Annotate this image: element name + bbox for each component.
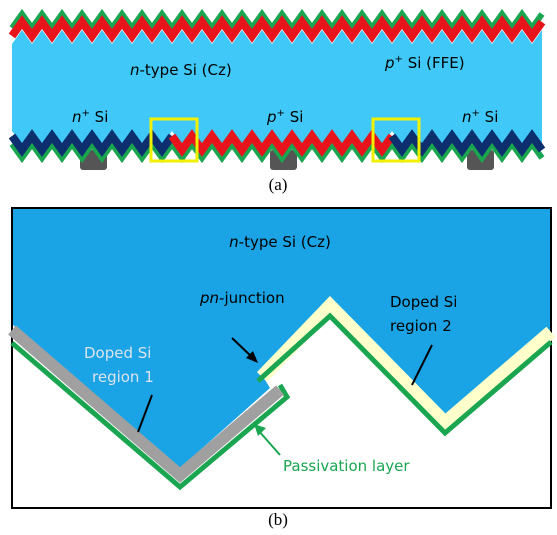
n-plus-label: n+ Si	[72, 108, 108, 126]
passivation-label: Passivation layer	[283, 457, 410, 475]
bulk-label: n-type Si (Cz)	[229, 233, 331, 251]
panel-a-layers	[12, 14, 542, 170]
caption: (b)	[268, 510, 288, 529]
junction-label: pn-junction	[199, 289, 285, 307]
bulk-label: n-type Si (Cz)	[130, 61, 232, 79]
bulk	[12, 30, 542, 145]
caption: (a)	[269, 175, 288, 194]
n-plus-label: n+ Si	[462, 108, 498, 126]
p-plus-label: p+ Si	[266, 108, 303, 126]
diagram: n-type Si (Cz) p+ Si (FFE) n+ Si p+ Si n…	[0, 0, 557, 535]
